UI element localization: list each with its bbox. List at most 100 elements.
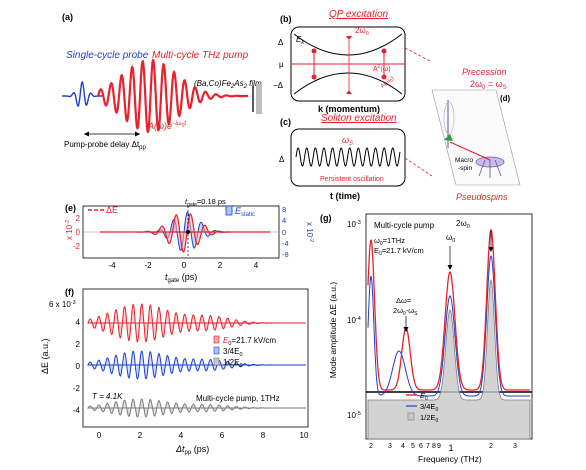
g-legend-e0: E0	[420, 391, 428, 402]
e-x-label: tgate (ps)	[165, 272, 197, 284]
trace-3-4-e0	[87, 350, 306, 380]
connector-bottom	[404, 157, 433, 177]
f-x-tick: 8	[261, 431, 266, 440]
right-unit: x 10-2	[305, 222, 314, 242]
g-title: Multi-cycle pump	[374, 221, 435, 230]
g-w0-label: ω0	[446, 233, 455, 244]
g-x-tick: 4	[401, 443, 405, 450]
f-x-tick: 0	[97, 431, 102, 440]
trace-1-2-e0	[86, 398, 306, 418]
x-tick: -2	[144, 261, 152, 270]
top-unit: 6 x 10-3	[49, 300, 76, 309]
trace-e0	[87, 303, 306, 343]
g-x-tick: 6	[419, 443, 423, 450]
lower-band	[293, 72, 403, 95]
precession-label: Precession	[462, 67, 507, 77]
x-tick: 4	[254, 261, 259, 270]
qp-dot	[311, 74, 317, 80]
f-y-ticks: 4 2 0 -2 -4	[73, 318, 81, 415]
qp-dot	[311, 48, 317, 54]
legend-1-2-e0: 1/2E0	[223, 358, 243, 369]
delay-label: Pump-probe delay Δtpp	[64, 140, 147, 151]
g-y-tick: 10-5	[347, 411, 361, 420]
g-x-tick: 5	[411, 443, 415, 450]
panel-f-frame	[82, 288, 309, 428]
right-tick: 4	[282, 216, 286, 225]
g-x-label: Frequency (THz)	[418, 454, 482, 464]
precession-cone	[443, 101, 455, 135]
g-x-tick: 8	[432, 443, 436, 450]
left-unit: x 10-2	[65, 220, 74, 240]
connector-top	[404, 47, 433, 63]
persistent-label: Persistent oscillation	[320, 176, 384, 183]
upper-band	[293, 33, 403, 56]
legend-swatch-3-4-e0	[213, 346, 220, 355]
precession-relation: 2ω0 = ωS	[470, 79, 507, 91]
spectrum-1-2-e0	[367, 279, 531, 440]
x-tick: 0	[182, 261, 187, 270]
f-x-tick: 4	[179, 431, 184, 440]
legend-static: Estatic	[235, 206, 255, 218]
legend-3-4-e0: 3/4E0	[223, 347, 243, 358]
right-tick: 8	[282, 205, 286, 214]
panel-b: (b) QP excitation Ek 2ω0 Δ μ −Δ A2(ω) A(…	[273, 9, 406, 114]
g-x-tick: 7	[426, 443, 430, 450]
ek-label: Ek	[296, 35, 304, 46]
f-x-tick: 6	[220, 431, 225, 440]
soliton-y-label: Δ	[279, 155, 285, 164]
left-tick: 0	[76, 228, 81, 237]
y-mu: μ	[279, 60, 284, 69]
panel-a: (a) Single-cycle probe Multi-cycle THz p…	[62, 12, 262, 151]
right-tick: -4	[282, 239, 289, 248]
panel-c: (c) Soliton excitation ωS Δ Persistent o…	[279, 113, 406, 201]
spin-arrow	[478, 159, 486, 177]
g-x-tick: 3	[388, 443, 392, 450]
g-legend-swatch-1-2-e0	[407, 412, 415, 421]
panel-f: (f) 6 x 10-3 4 2 0 -2 -4 ΔE (a.u.) E0=21…	[40, 287, 309, 456]
green-arrow-icon	[444, 134, 453, 141]
g-legend-1-2-e0: 1/2E0	[420, 413, 438, 424]
g-legend-3-4-e0: 3/4E0	[420, 402, 438, 413]
f-x-tick: 10	[300, 431, 309, 440]
macro-spin-vector	[449, 141, 491, 161]
right-tick: -8	[282, 250, 289, 259]
g-x-tick: 1	[448, 443, 453, 453]
film-label: (Ba,Co)Fe2As2 film	[194, 79, 262, 90]
y-delta: Δ	[278, 38, 284, 47]
f-y-tick: 4	[76, 318, 81, 327]
spectrum-3-4-e0	[367, 255, 530, 397]
macro-label: Macro	[455, 157, 473, 164]
field-expression: A(ω)e−iω0t	[147, 121, 186, 131]
tgate-label: tgate=0.18 ps	[185, 197, 226, 208]
x-axis-ticks: -4 -2 0 2 4	[108, 261, 258, 270]
right-tick: 0	[282, 228, 286, 237]
panel-f-tag: (f)	[65, 287, 74, 297]
spin-arrow	[494, 159, 502, 177]
spin-label: -spin	[458, 165, 472, 172]
f-y-tick: 2	[76, 340, 81, 349]
left-axis-ticks: 2 0 -2	[73, 214, 81, 251]
a-squared-label: A2(ω)	[373, 64, 391, 73]
g-y-tick: 10-3	[347, 220, 361, 229]
panel-d: Precession 2ω0 = ωS (d) Macro -spin Pseu…	[404, 47, 521, 202]
g-x-tick: 3	[513, 443, 517, 450]
temperature-label: T = 4.1K	[92, 392, 123, 401]
f-y-tick: 0	[76, 362, 81, 371]
a-omega-label: A(ω0)	[380, 75, 396, 90]
k-axis-label: k (momentum)	[318, 104, 380, 114]
pump-note: Multi-cycle pump, 1THz	[196, 394, 280, 403]
f-x-ticks: 0 2 4 6 8 10	[97, 431, 309, 440]
f-x-tick: 2	[138, 431, 143, 440]
tgate-dot	[186, 230, 190, 234]
arrowhead-2w0	[488, 247, 494, 252]
delta-e-curve	[100, 213, 270, 253]
pump-waveform	[96, 58, 248, 133]
t-axis-label: t (time)	[330, 191, 360, 201]
panel-c-tag: (c)	[280, 117, 291, 127]
spectrum-e0	[367, 228, 530, 391]
g-y-label: Mode amplitude ΔE (a.u.)	[328, 282, 338, 379]
y-minus-delta: −Δ	[273, 81, 284, 90]
panel-e-tag: (e)	[65, 203, 76, 213]
g-x-ticks: 2 3 4 5 6 7 8 9 1 2 3	[369, 443, 517, 453]
arrowhead-dw	[403, 327, 409, 332]
